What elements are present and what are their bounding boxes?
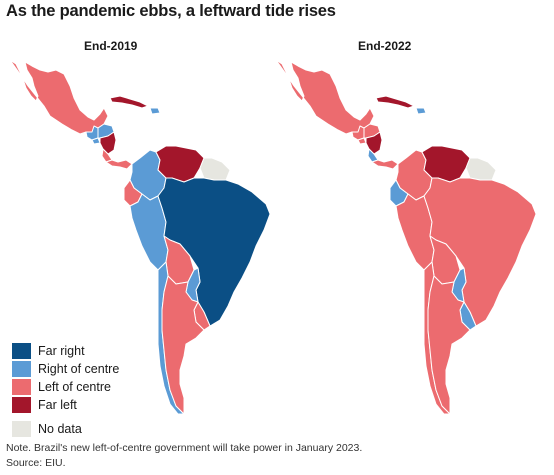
- legend-swatch-right-of-centre: [12, 361, 31, 377]
- legend-label-far-right: Far right: [38, 344, 85, 358]
- country-panama: [371, 159, 399, 170]
- legend-label-left-of-centre: Left of centre: [38, 380, 111, 394]
- legend-item-far-left: Far left: [12, 396, 119, 414]
- legend-swatch-left-of-centre: [12, 379, 31, 395]
- legend-item-right-of-centre: Right of centre: [12, 360, 119, 378]
- country-argentina: [427, 275, 471, 415]
- source-text: Source: EIU.: [6, 457, 66, 469]
- legend-item-no-data: No data: [12, 420, 119, 438]
- legend-label-right-of-centre: Right of centre: [38, 362, 120, 376]
- country-caribbean: [415, 107, 427, 115]
- country-caribbean: [149, 107, 161, 115]
- country-guianas: [465, 157, 497, 181]
- country-guianas: [199, 157, 231, 181]
- legend-label-no-data: No data: [38, 422, 82, 436]
- legend-swatch-far-right: [12, 343, 31, 359]
- legend-item-left-of-centre: Left of centre: [12, 378, 119, 396]
- country-argentina: [161, 275, 205, 415]
- country-venezuela: [421, 145, 471, 183]
- note-text: Note. Brazil's new left-of-centre govern…: [6, 442, 363, 454]
- map-2019: [9, 59, 271, 415]
- legend-swatch-far-left: [12, 397, 31, 413]
- footnote: Note. Brazil's new left-of-centre govern…: [6, 441, 362, 471]
- country-cuba: [109, 95, 149, 109]
- legend-swatch-no-data: [12, 421, 31, 437]
- map-label-2022: End-2022: [358, 39, 412, 53]
- country-venezuela: [155, 145, 205, 183]
- legend-item-far-right: Far right: [12, 342, 119, 360]
- map-2022: [275, 59, 537, 415]
- country-mexico: [275, 59, 375, 135]
- map-label-2019: End-2019: [84, 39, 138, 53]
- legend-label-far-left: Far left: [38, 398, 77, 412]
- legend: Far right Right of centre Left of centre…: [12, 342, 119, 438]
- chart-title: As the pandemic ebbs, a leftward tide ri…: [6, 2, 336, 20]
- country-mexico: [9, 59, 109, 135]
- country-panama: [105, 159, 133, 170]
- country-cuba: [375, 95, 415, 109]
